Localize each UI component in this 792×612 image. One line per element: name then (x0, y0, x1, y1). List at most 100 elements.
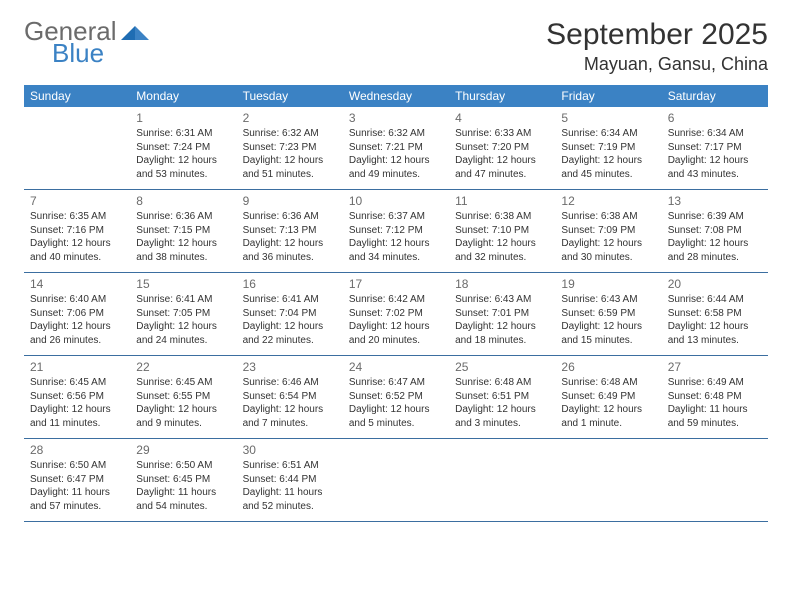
weekday-header-row: Sunday Monday Tuesday Wednesday Thursday… (24, 85, 768, 107)
day-cell: 24Sunrise: 6:47 AMSunset: 6:52 PMDayligh… (343, 356, 449, 438)
day-number: 29 (136, 442, 230, 458)
daylight-text: Daylight: 12 hours (561, 237, 655, 251)
sunrise-text: Sunrise: 6:32 AM (349, 127, 443, 141)
daylight-text: and 34 minutes. (349, 251, 443, 265)
sunset-text: Sunset: 7:15 PM (136, 224, 230, 238)
day-number: 21 (30, 359, 124, 375)
daylight-text: and 13 minutes. (668, 334, 762, 348)
day-cell: 14Sunrise: 6:40 AMSunset: 7:06 PMDayligh… (24, 273, 130, 355)
sunset-text: Sunset: 7:12 PM (349, 224, 443, 238)
sunset-text: Sunset: 6:54 PM (243, 390, 337, 404)
day-cell: 5Sunrise: 6:34 AMSunset: 7:19 PMDaylight… (555, 107, 661, 189)
daylight-text: Daylight: 12 hours (243, 403, 337, 417)
day-number: 4 (455, 110, 549, 126)
daylight-text: and 59 minutes. (668, 417, 762, 431)
sunset-text: Sunset: 6:45 PM (136, 473, 230, 487)
sunset-text: Sunset: 7:13 PM (243, 224, 337, 238)
daylight-text: and 38 minutes. (136, 251, 230, 265)
sunrise-text: Sunrise: 6:47 AM (349, 376, 443, 390)
week-row: 21Sunrise: 6:45 AMSunset: 6:56 PMDayligh… (24, 356, 768, 439)
day-cell: 19Sunrise: 6:43 AMSunset: 6:59 PMDayligh… (555, 273, 661, 355)
sunrise-text: Sunrise: 6:33 AM (455, 127, 549, 141)
day-cell: 7Sunrise: 6:35 AMSunset: 7:16 PMDaylight… (24, 190, 130, 272)
day-number: 7 (30, 193, 124, 209)
sunrise-text: Sunrise: 6:36 AM (136, 210, 230, 224)
sunset-text: Sunset: 7:19 PM (561, 141, 655, 155)
daylight-text: and 24 minutes. (136, 334, 230, 348)
day-cell: 18Sunrise: 6:43 AMSunset: 7:01 PMDayligh… (449, 273, 555, 355)
daylight-text: Daylight: 12 hours (243, 320, 337, 334)
day-number: 30 (243, 442, 337, 458)
day-cell (24, 107, 130, 189)
daylight-text: Daylight: 12 hours (30, 237, 124, 251)
day-cell: 12Sunrise: 6:38 AMSunset: 7:09 PMDayligh… (555, 190, 661, 272)
sunrise-text: Sunrise: 6:38 AM (561, 210, 655, 224)
day-number: 28 (30, 442, 124, 458)
day-cell: 2Sunrise: 6:32 AMSunset: 7:23 PMDaylight… (237, 107, 343, 189)
day-number: 20 (668, 276, 762, 292)
sunrise-text: Sunrise: 6:41 AM (243, 293, 337, 307)
day-number: 11 (455, 193, 549, 209)
sunrise-text: Sunrise: 6:35 AM (30, 210, 124, 224)
daylight-text: Daylight: 12 hours (455, 237, 549, 251)
daylight-text: Daylight: 11 hours (136, 486, 230, 500)
daylight-text: Daylight: 12 hours (561, 154, 655, 168)
sunset-text: Sunset: 6:48 PM (668, 390, 762, 404)
day-number: 22 (136, 359, 230, 375)
week-row: 28Sunrise: 6:50 AMSunset: 6:47 PMDayligh… (24, 439, 768, 522)
logo-word-blue: Blue (52, 40, 149, 66)
daylight-text: and 3 minutes. (455, 417, 549, 431)
daylight-text: Daylight: 11 hours (30, 486, 124, 500)
day-number: 18 (455, 276, 549, 292)
daylight-text: Daylight: 12 hours (349, 237, 443, 251)
day-cell: 15Sunrise: 6:41 AMSunset: 7:05 PMDayligh… (130, 273, 236, 355)
day-number: 25 (455, 359, 549, 375)
daylight-text: Daylight: 12 hours (136, 154, 230, 168)
day-cell (343, 439, 449, 521)
sunrise-text: Sunrise: 6:34 AM (561, 127, 655, 141)
day-cell: 17Sunrise: 6:42 AMSunset: 7:02 PMDayligh… (343, 273, 449, 355)
daylight-text: and 20 minutes. (349, 334, 443, 348)
daylight-text: Daylight: 12 hours (349, 403, 443, 417)
day-cell: 23Sunrise: 6:46 AMSunset: 6:54 PMDayligh… (237, 356, 343, 438)
sunrise-text: Sunrise: 6:50 AM (30, 459, 124, 473)
day-number: 15 (136, 276, 230, 292)
day-cell: 4Sunrise: 6:33 AMSunset: 7:20 PMDaylight… (449, 107, 555, 189)
daylight-text: and 7 minutes. (243, 417, 337, 431)
daylight-text: and 57 minutes. (30, 500, 124, 514)
day-cell: 8Sunrise: 6:36 AMSunset: 7:15 PMDaylight… (130, 190, 236, 272)
sunset-text: Sunset: 7:09 PM (561, 224, 655, 238)
weekday-header: Friday (555, 85, 661, 107)
day-cell: 26Sunrise: 6:48 AMSunset: 6:49 PMDayligh… (555, 356, 661, 438)
day-cell: 1Sunrise: 6:31 AMSunset: 7:24 PMDaylight… (130, 107, 236, 189)
daylight-text: Daylight: 12 hours (30, 403, 124, 417)
sunset-text: Sunset: 6:52 PM (349, 390, 443, 404)
daylight-text: Daylight: 12 hours (561, 403, 655, 417)
sunrise-text: Sunrise: 6:45 AM (136, 376, 230, 390)
daylight-text: and 26 minutes. (30, 334, 124, 348)
sunset-text: Sunset: 6:51 PM (455, 390, 549, 404)
weeks-container: 1Sunrise: 6:31 AMSunset: 7:24 PMDaylight… (24, 107, 768, 522)
daylight-text: Daylight: 12 hours (561, 320, 655, 334)
daylight-text: and 11 minutes. (30, 417, 124, 431)
daylight-text: Daylight: 12 hours (668, 154, 762, 168)
daylight-text: Daylight: 12 hours (455, 320, 549, 334)
day-number: 24 (349, 359, 443, 375)
daylight-text: Daylight: 12 hours (243, 154, 337, 168)
day-number: 13 (668, 193, 762, 209)
sunrise-text: Sunrise: 6:49 AM (668, 376, 762, 390)
daylight-text: Daylight: 12 hours (668, 320, 762, 334)
page-title: September 2025 (546, 18, 768, 52)
day-cell: 28Sunrise: 6:50 AMSunset: 6:47 PMDayligh… (24, 439, 130, 521)
sunrise-text: Sunrise: 6:46 AM (243, 376, 337, 390)
sunset-text: Sunset: 6:56 PM (30, 390, 124, 404)
title-block: September 2025 Mayuan, Gansu, China (546, 18, 768, 75)
day-cell: 22Sunrise: 6:45 AMSunset: 6:55 PMDayligh… (130, 356, 236, 438)
sunset-text: Sunset: 7:06 PM (30, 307, 124, 321)
sunrise-text: Sunrise: 6:37 AM (349, 210, 443, 224)
sunset-text: Sunset: 7:10 PM (455, 224, 549, 238)
daylight-text: and 28 minutes. (668, 251, 762, 265)
sunrise-text: Sunrise: 6:31 AM (136, 127, 230, 141)
day-cell: 10Sunrise: 6:37 AMSunset: 7:12 PMDayligh… (343, 190, 449, 272)
sunset-text: Sunset: 7:04 PM (243, 307, 337, 321)
